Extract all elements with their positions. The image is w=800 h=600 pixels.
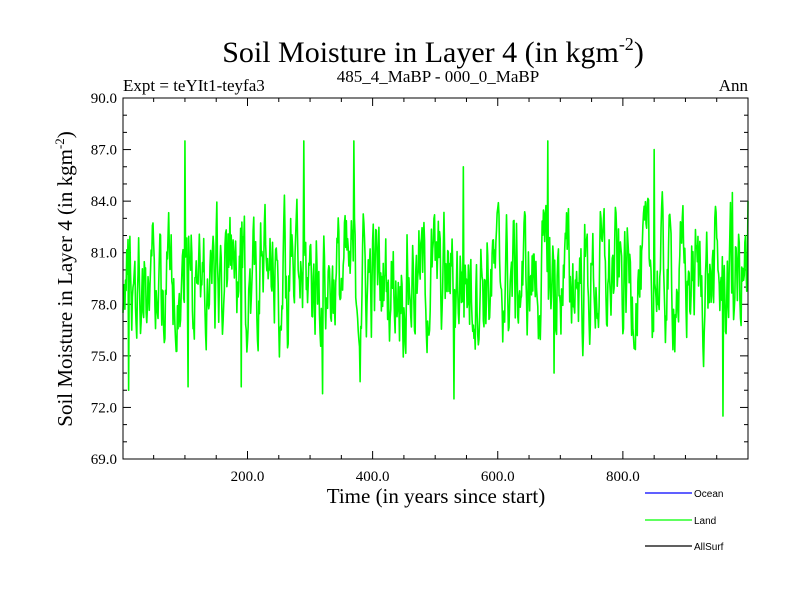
subtitle-center: 485_4_MaBP - 000_0_MaBP bbox=[337, 67, 539, 86]
chart-title: Soil Moisture in Layer 4 (in kgm-2) bbox=[222, 34, 644, 69]
subtitle-right: Ann bbox=[719, 76, 749, 95]
x-tick-label: 600.0 bbox=[481, 469, 515, 485]
y-axis-label: Soil Moisture in Layer 4 (in kgm-2) bbox=[52, 131, 77, 426]
chart-title-sup: -2 bbox=[619, 34, 634, 54]
ticks-layer: 69.0 72.0 75.0 78.0 81.0 84.0 87.0 90.0 200.0 400… bbox=[91, 91, 748, 485]
y-axis-label-main: Soil Moisture in Layer 4 (in kgm bbox=[53, 149, 77, 427]
chart-title-main: Soil Moisture in Layer 4 (in kgm bbox=[222, 36, 619, 69]
y-axis-label-sup: -2 bbox=[52, 138, 67, 149]
y-tick-label: 90.0 bbox=[91, 91, 117, 107]
plot-frame bbox=[122, 97, 749, 460]
chart-title-close: ) bbox=[634, 36, 644, 69]
x-tick-label: 200.0 bbox=[231, 469, 265, 485]
y-tick-label: 69.0 bbox=[91, 452, 117, 468]
y-tick-label: 78.0 bbox=[91, 297, 117, 313]
y-tick-label: 87.0 bbox=[91, 143, 117, 159]
x-axis-label: Time (in years since start) bbox=[327, 484, 546, 508]
subtitle-left: Expt = teYIt1-teyfa3 bbox=[123, 76, 265, 95]
line-layer bbox=[122, 140, 749, 417]
legend: Ocean Land AllSurf bbox=[645, 489, 724, 553]
y-tick-label: 84.0 bbox=[91, 194, 117, 210]
legend-label-land: Land bbox=[694, 516, 716, 527]
y-tick-label: 75.0 bbox=[91, 349, 117, 365]
legend-label-ocean: Ocean bbox=[694, 489, 723, 500]
y-tick-label: 72.0 bbox=[91, 400, 117, 416]
y-tick-label: 81.0 bbox=[91, 246, 117, 262]
series-line-land bbox=[122, 140, 749, 417]
x-tick-label: 800.0 bbox=[606, 469, 640, 485]
x-tick-label: 400.0 bbox=[356, 469, 390, 485]
legend-label-allsurf: AllSurf bbox=[694, 542, 724, 553]
y-axis-label-close: ) bbox=[53, 131, 77, 138]
